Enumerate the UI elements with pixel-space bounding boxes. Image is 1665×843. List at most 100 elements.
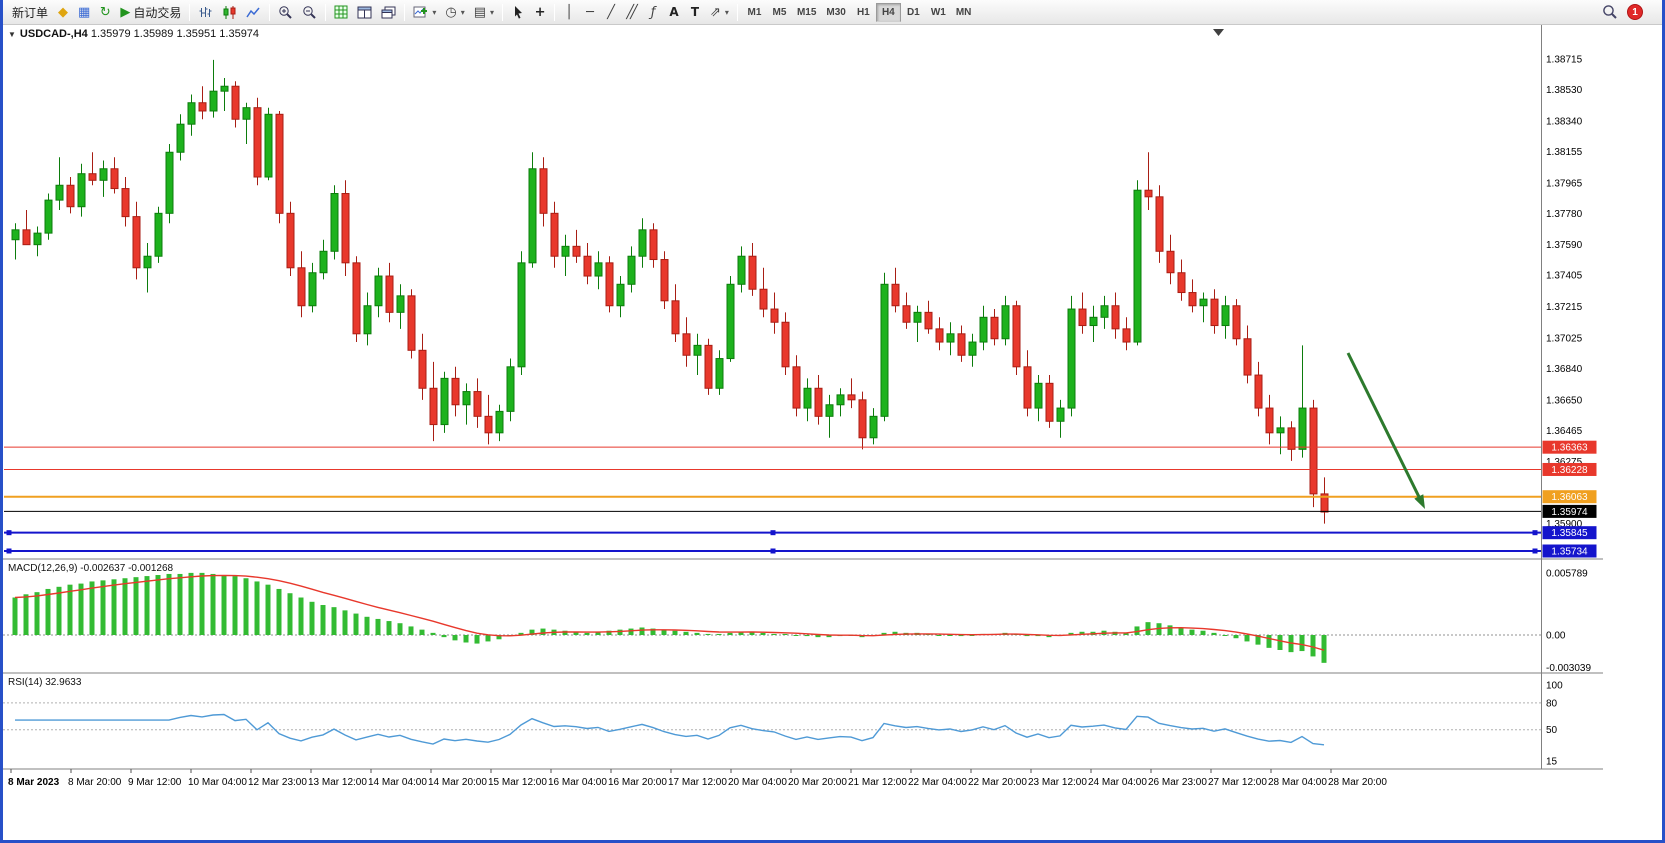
line-handle	[1532, 548, 1538, 554]
toolbar-right-group: 1	[1602, 4, 1643, 20]
timeframe-button-M1[interactable]: M1	[742, 3, 767, 22]
clock-icon: ◷	[445, 4, 457, 20]
refresh-icon[interactable]: ↻	[95, 2, 115, 22]
time-axis-label: 14 Mar 20:00	[428, 777, 487, 788]
period-clock-button[interactable]: ◷ ▾	[441, 2, 468, 22]
toolbar-separator	[736, 3, 738, 21]
new-order-button[interactable]: 新订单	[8, 2, 52, 22]
vertical-line-tool-button[interactable]: │	[559, 2, 579, 22]
text-label-tool-button[interactable]: T	[685, 2, 705, 22]
chart-window[interactable]: 1.38715 1.38530 1.38340 1.38155 1.37965 1.377…	[3, 25, 1662, 840]
macd-histogram	[12, 572, 1327, 663]
macd-main-value: -0.002637	[80, 563, 126, 574]
macd-signal-line	[14, 574, 1325, 651]
timeframe-button-M5[interactable]: M5	[767, 3, 792, 22]
time-axis-label: 21 Mar 12:00	[848, 777, 907, 788]
time-axis-label: 28 Mar 20:00	[1328, 777, 1387, 788]
text-tool-button[interactable]: A	[664, 2, 684, 22]
rsi-line	[15, 713, 1325, 746]
candlestick-mode-button[interactable]	[218, 2, 241, 22]
candlestick-series	[11, 59, 1329, 524]
tile-windows-button[interactable]	[353, 2, 376, 22]
chevron-down-icon: ▾	[490, 7, 495, 17]
horizontal-line-tool-button[interactable]: ─	[580, 2, 600, 22]
charts-window-icon[interactable]: ▦	[74, 2, 94, 22]
timeframe-button-MN[interactable]: MN	[951, 3, 977, 22]
timeframe-button-H1[interactable]: H1	[851, 3, 876, 22]
svg-text:1.35974: 1.35974	[1551, 507, 1588, 518]
rsi-indicator-label: RSI(14) 32.9633	[8, 677, 81, 688]
chart-shift-marker[interactable]	[1213, 29, 1224, 36]
svg-text:1.36228: 1.36228	[1551, 465, 1588, 476]
notification-badge[interactable]: 1	[1627, 4, 1643, 20]
collapse-arrow-icon[interactable]: ▼	[8, 30, 16, 39]
crosshair-tool-button[interactable]: +	[530, 2, 550, 22]
horizontal-line-object[interactable]	[4, 530, 1541, 536]
price-level-badge: 1.36063	[1542, 490, 1597, 504]
price-axis-label: 1.36275	[1546, 457, 1583, 468]
chart-title: ▼ USDCAD-,H4 1.35979 1.35989 1.35951 1.35…	[8, 28, 259, 40]
chart-canvas[interactable]: 1.38715 1.38530 1.38340 1.38155 1.37965 1.377…	[3, 25, 1665, 840]
zoom-in-icon	[279, 5, 293, 19]
rsi-axis-label: 50	[1546, 725, 1558, 736]
rsi-axis-label: 100	[1546, 681, 1563, 692]
timeframe-toolbar: M1 M5 M15 M30 H1 H4 D1 W1 MN	[742, 2, 977, 22]
arrow-annotation[interactable]	[1346, 352, 1425, 509]
price-axis-label: 1.37405	[1546, 271, 1583, 282]
line-chart-mode-button[interactable]	[242, 2, 265, 22]
price-level-badge: 1.35845	[1542, 526, 1597, 540]
timeframe-button-M15[interactable]: M15	[792, 3, 821, 22]
timeframe-button-M30[interactable]: M30	[821, 3, 850, 22]
timeframe-button-W1[interactable]: W1	[926, 3, 951, 22]
time-axis-label: 22 Mar 04:00	[908, 777, 967, 788]
ohlc-quote-label: 1.35979 1.35989 1.35951 1.35974	[90, 28, 260, 40]
auto-trading-label: 自动交易	[133, 5, 182, 20]
chevron-down-icon: ▾	[432, 7, 437, 17]
zoom-in-button[interactable]	[274, 2, 297, 22]
auto-trading-button[interactable]: ▶ 自动交易	[116, 2, 185, 22]
cascade-windows-button[interactable]	[377, 2, 400, 22]
price-axis-label: 1.38530	[1546, 85, 1583, 96]
timeframe-button-D1[interactable]: D1	[901, 3, 926, 22]
fibonacci-tool-button[interactable]: ƒ	[643, 2, 663, 22]
svg-text:1.36363: 1.36363	[1551, 443, 1588, 454]
chart-template-button[interactable]: ▤ ▾	[470, 2, 498, 22]
toolbar-separator	[554, 3, 556, 21]
time-axis-label: 23 Mar 12:00	[1028, 777, 1087, 788]
macd-signal-value: -0.001268	[128, 563, 174, 574]
price-axis-label: 1.38340	[1546, 116, 1583, 127]
macd-indicator-label: MACD(12,26,9) -0.002637 -0.001268	[8, 563, 173, 574]
macd-name: MACD(12,26,9)	[8, 563, 78, 574]
channel-tool-button[interactable]: ╱╱	[622, 2, 642, 22]
macd-axis-label: 0.005789	[1546, 569, 1588, 580]
macd-axis-label: -0.003039	[1546, 663, 1591, 674]
time-axis-label: 13 Mar 12:00	[308, 777, 367, 788]
toolbar-separator	[404, 3, 406, 21]
cursor-icon	[515, 5, 523, 19]
template-icon: ▤	[473, 4, 486, 20]
indicators-grid-button[interactable]	[330, 2, 352, 22]
time-axis-label: 20 Mar 20:00	[788, 777, 847, 788]
shapes-tool-button[interactable]: ⇗ ▾	[706, 2, 733, 22]
cursor-tool-button[interactable]	[507, 2, 529, 22]
line-handle	[770, 548, 776, 554]
timeframe-button-H4[interactable]: H4	[875, 2, 901, 22]
time-axis: 8 Mar 2023 8 Mar 20:00 9 Mar 12:00 10 Mar 0…	[8, 769, 1387, 788]
toolbar-separator	[502, 3, 504, 21]
price-axis-label: 1.38155	[1546, 147, 1583, 158]
bar-chart-mode-button[interactable]	[194, 2, 217, 22]
search-icon[interactable]	[1602, 4, 1618, 20]
market-watch-icon[interactable]: ◆	[53, 2, 73, 22]
zoom-out-button[interactable]	[298, 2, 321, 22]
trendline-tool-button[interactable]: ╱	[601, 2, 621, 22]
price-axis-label: 1.36840	[1546, 364, 1583, 375]
time-axis-label: 20 Mar 04:00	[728, 777, 787, 788]
chevron-down-icon: ▾	[460, 7, 465, 17]
time-axis-label: 15 Mar 12:00	[488, 777, 547, 788]
price-axis-label: 1.36650	[1546, 395, 1583, 406]
new-chart-button[interactable]: ▾	[409, 2, 440, 22]
toolbar-separator	[189, 3, 191, 21]
time-axis-label: 27 Mar 12:00	[1208, 777, 1267, 788]
horizontal-line-object[interactable]	[4, 548, 1541, 554]
